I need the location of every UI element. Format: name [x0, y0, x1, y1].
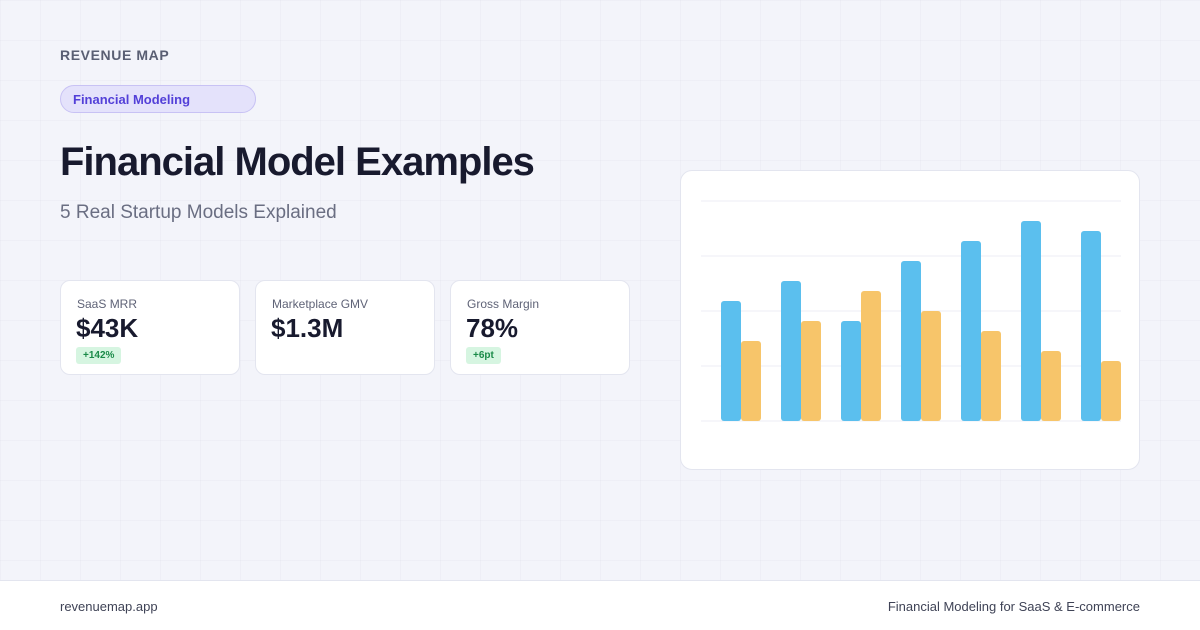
chart-bar-series2-1: [741, 341, 761, 421]
stat-value: $1.3M: [271, 313, 344, 343]
category-tag: Financial Modeling: [60, 85, 256, 113]
bar-chart: [701, 200, 1121, 422]
page-title: Financial Model Examples: [60, 140, 535, 184]
category-tag-label: Financial Modeling: [73, 91, 191, 107]
stat-card-gross-margin: Gross Margin 78% +6pt: [450, 280, 630, 375]
chart-bar-series1-4: [901, 261, 921, 421]
footer: revenuemap.app Financial Modeling for Sa…: [0, 580, 1200, 630]
chart-bar-series2-2: [801, 321, 821, 421]
stat-change-badge: +6pt: [466, 347, 501, 364]
stat-change-badge: +142%: [76, 347, 122, 364]
chart-bar-series2-4: [921, 311, 941, 421]
chart-bar-series2-3: [861, 291, 881, 421]
footer-tagline: Financial Modeling for SaaS & E-commerce: [887, 599, 1140, 614]
page-subtitle: 5 Real Startup Models Explained: [60, 202, 337, 223]
chart-bar-series1-7: [1081, 231, 1101, 421]
stat-value: $43K: [76, 313, 139, 343]
stat-card-saas-mrr: SaaS MRR $43K +142%: [60, 280, 240, 375]
stat-label: Gross Margin: [467, 297, 540, 311]
chart-bar-series2-7: [1101, 361, 1121, 421]
stat-label: SaaS MRR: [77, 297, 138, 311]
chart-bar-series1-3: [841, 321, 861, 421]
chart-bar-series1-2: [781, 281, 801, 421]
brand-name: REVENUE MAP: [60, 47, 170, 63]
chart-bar-series1-1: [721, 301, 741, 421]
chart-card: [680, 170, 1140, 470]
chart-bar-series1-5: [961, 241, 981, 421]
chart-bar-series2-6: [1041, 351, 1061, 421]
chart-bar-series1-6: [1021, 221, 1041, 421]
stat-label: Marketplace GMV: [272, 297, 369, 311]
stat-value: 78%: [466, 313, 519, 343]
chart-bar-series2-5: [981, 331, 1001, 421]
footer-site-link[interactable]: revenuemap.app: [60, 599, 158, 614]
stat-card-marketplace-gmv: Marketplace GMV $1.3M: [255, 280, 435, 375]
